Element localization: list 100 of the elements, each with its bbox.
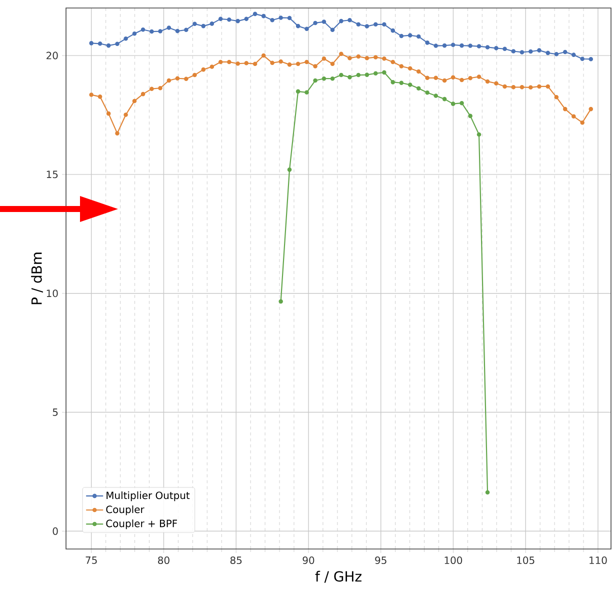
- point: [98, 94, 102, 99]
- point: [270, 60, 274, 66]
- point: [408, 82, 412, 87]
- point: [485, 45, 490, 50]
- point: [425, 90, 430, 95]
- point: [554, 95, 559, 100]
- point: [296, 62, 300, 66]
- point: [261, 53, 266, 58]
- point: [313, 78, 318, 83]
- point: [158, 29, 162, 34]
- point: [537, 84, 542, 89]
- point: [296, 24, 300, 28]
- point: [304, 90, 309, 95]
- point: [313, 20, 318, 26]
- point: [562, 106, 568, 112]
- point: [511, 85, 516, 90]
- point: [476, 74, 482, 79]
- point: [580, 120, 584, 125]
- point: [227, 60, 232, 64]
- point: [244, 16, 249, 22]
- point: [588, 106, 594, 112]
- point: [210, 64, 214, 69]
- point: [175, 28, 180, 34]
- point: [546, 50, 550, 56]
- point: [339, 52, 344, 56]
- point: [322, 20, 326, 24]
- point: [192, 72, 197, 78]
- point: [382, 56, 386, 61]
- point: [399, 34, 404, 38]
- point: [158, 86, 162, 90]
- point: [520, 85, 524, 90]
- point: [150, 29, 154, 34]
- y-tick-label: 10: [46, 290, 58, 298]
- point: [450, 75, 456, 80]
- point: [218, 60, 223, 64]
- point: [184, 28, 188, 32]
- point: [330, 62, 335, 66]
- point: [175, 76, 180, 81]
- point: [468, 114, 472, 118]
- point: [546, 84, 550, 89]
- point: [278, 59, 283, 64]
- point: [442, 43, 447, 48]
- point: [494, 46, 498, 50]
- point: [330, 76, 335, 81]
- point: [89, 92, 94, 97]
- point: [494, 81, 498, 86]
- y-tick-label: 15: [46, 170, 58, 178]
- point: [390, 28, 396, 33]
- point: [416, 69, 421, 74]
- point: [356, 54, 361, 59]
- point: [425, 76, 430, 80]
- x-tick-label: 105: [517, 556, 534, 564]
- legend-label: Multiplier Output: [106, 491, 190, 502]
- point: [330, 28, 335, 32]
- point: [356, 22, 361, 27]
- point: [184, 76, 188, 81]
- point: [115, 131, 120, 136]
- point: [460, 100, 464, 106]
- point: [98, 42, 102, 46]
- point: [261, 14, 266, 18]
- x-tick-label: 75: [86, 556, 97, 564]
- point: [476, 132, 482, 137]
- point: [416, 34, 421, 39]
- x-tick-label: 90: [302, 556, 314, 564]
- x-tick-label: 95: [375, 556, 386, 564]
- point: [313, 64, 318, 68]
- point: [278, 16, 283, 20]
- point: [166, 78, 172, 83]
- point: [210, 22, 214, 26]
- point: [399, 64, 404, 68]
- point: [364, 24, 370, 28]
- point: [450, 102, 456, 106]
- point: [434, 76, 438, 80]
- x-tick-label: 100: [444, 556, 462, 564]
- point: [132, 32, 137, 36]
- y-tick-label: 20: [46, 52, 58, 60]
- point: [485, 79, 490, 84]
- point: [106, 111, 111, 116]
- point: [537, 48, 542, 52]
- point: [528, 85, 533, 90]
- point: [382, 22, 386, 27]
- point: [399, 80, 404, 86]
- x-tick-label: 85: [230, 556, 242, 564]
- point: [296, 89, 300, 94]
- point: [364, 72, 370, 77]
- point: [485, 490, 490, 495]
- point: [124, 36, 128, 41]
- point: [408, 66, 412, 71]
- point: [442, 96, 447, 102]
- point: [476, 44, 482, 48]
- point: [562, 50, 568, 54]
- point: [278, 299, 283, 304]
- point: [502, 84, 507, 89]
- point: [580, 56, 584, 62]
- legend-label: Coupler + BPF: [106, 520, 177, 530]
- point: [227, 17, 232, 22]
- x-tick-label: 80: [158, 556, 170, 564]
- point: [287, 168, 292, 172]
- point: [502, 46, 507, 52]
- point: [468, 44, 472, 48]
